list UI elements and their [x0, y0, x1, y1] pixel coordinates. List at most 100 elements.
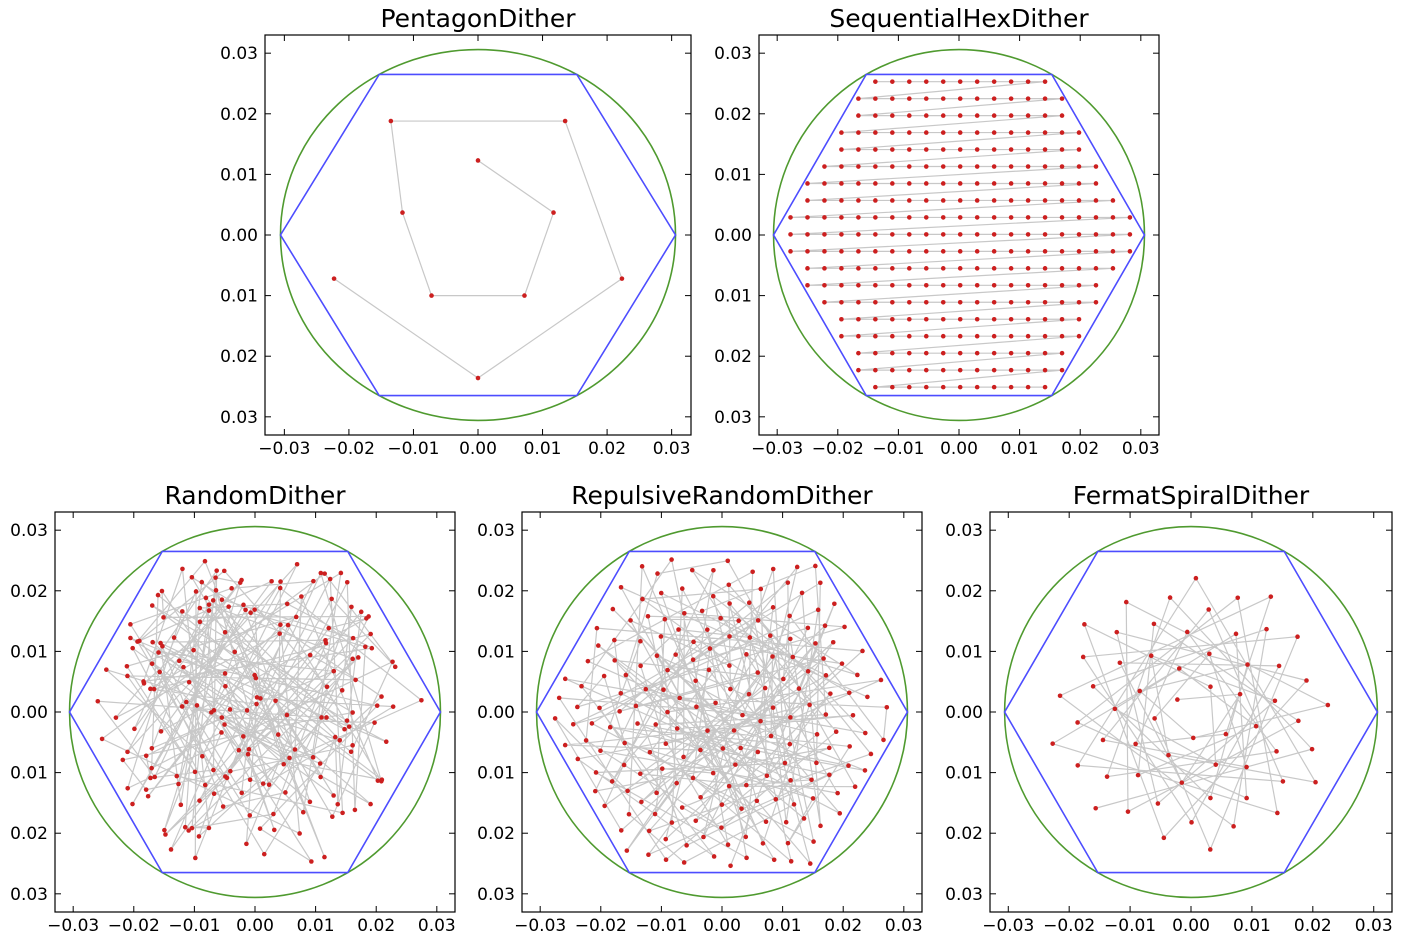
dither-point [740, 712, 745, 718]
dither-point [180, 566, 185, 572]
dither-point [957, 283, 963, 288]
dither-point [1076, 299, 1082, 305]
x-tick-label: 0.03 [1122, 439, 1160, 459]
panel-fermat-spiral-dither: FermatSpiralDither −0.03 0.03 −0.02 0.02 −0.… [945, 481, 1393, 936]
dither-point [148, 775, 153, 781]
dither-point [655, 571, 660, 576]
dither-point [1233, 631, 1239, 637]
dither-point [673, 652, 678, 657]
dither-point [174, 773, 180, 779]
dither-point [1208, 684, 1213, 690]
dither-point [923, 249, 929, 254]
dither-point [736, 618, 741, 624]
dither-point [814, 732, 820, 737]
x-tick-label: −0.01 [872, 439, 924, 459]
dither-point [271, 827, 277, 833]
dither-point [1325, 702, 1331, 708]
x-tick-label: −0.02 [108, 916, 160, 936]
y-tick-label: 0.02 [477, 582, 515, 602]
dither-point [856, 249, 861, 254]
x-tick-label: −0.02 [575, 916, 627, 936]
x-tick-label: 0.02 [357, 916, 395, 936]
dither-point [991, 215, 997, 220]
dither-point [628, 618, 633, 623]
dither-point [258, 696, 263, 701]
y-tick-label: 0.02 [10, 824, 48, 844]
dither-path [554, 558, 888, 867]
dither-point [193, 589, 199, 594]
hexagon-boundary [1003, 550, 1379, 874]
dither-point [1082, 622, 1087, 627]
dither-point [837, 811, 843, 816]
dither-point [625, 788, 630, 794]
dither-point [224, 775, 230, 781]
dither-point [940, 350, 946, 356]
dither-point [794, 564, 800, 570]
y-tick-label: 0.02 [220, 105, 258, 125]
dither-point [125, 673, 130, 679]
dither-point [149, 746, 155, 751]
dither-point [143, 787, 149, 792]
x-tick-label: −0.03 [514, 916, 566, 936]
dither-point [383, 739, 389, 744]
dither-point [940, 266, 946, 271]
dither-point [661, 687, 666, 692]
dither-point [1075, 720, 1080, 725]
dither-point [1025, 164, 1031, 169]
dither-point [1123, 599, 1129, 605]
dither-point [907, 266, 912, 271]
y-tick-label: 0.02 [714, 105, 752, 125]
dither-point [1042, 299, 1048, 305]
dither-point [161, 615, 166, 620]
dither-point [1190, 735, 1196, 741]
dither-point [890, 283, 895, 288]
dither-point [229, 586, 234, 591]
x-tick-label: 0.01 [764, 916, 802, 936]
dither-point [781, 676, 786, 682]
dither-point [1008, 130, 1014, 135]
dither-point [179, 609, 185, 614]
dither-point [873, 198, 878, 203]
dither-point [1025, 130, 1031, 135]
dither-point [846, 690, 852, 696]
dither-point [1152, 716, 1157, 721]
dither-point [338, 570, 344, 576]
dither-point [1237, 691, 1243, 697]
dither-point [873, 299, 878, 305]
dither-point [839, 249, 844, 254]
dither-point [809, 777, 814, 783]
dither-point [168, 847, 174, 852]
dither-point [788, 778, 793, 783]
dither-point [923, 350, 929, 356]
dither-point [974, 350, 980, 356]
dither-point [156, 650, 161, 655]
dither-point [1076, 198, 1082, 203]
x-tick-label: 0.02 [588, 439, 626, 459]
dither-point [822, 215, 827, 220]
dither-point [143, 753, 149, 759]
dither-point [355, 655, 361, 660]
dither-point [873, 316, 878, 322]
dither-point [1093, 232, 1099, 237]
dither-point [243, 607, 248, 613]
dither-point [1166, 752, 1171, 758]
dither-point [206, 825, 212, 831]
dither-point [923, 113, 929, 118]
dither-point [681, 754, 686, 760]
dither-point [292, 747, 298, 752]
dither-point [856, 147, 861, 152]
dither-point [991, 96, 997, 101]
dither-point [811, 839, 816, 844]
dither-point [570, 721, 576, 727]
dither-point [690, 657, 696, 663]
dither-point [923, 283, 929, 288]
dither-point [884, 704, 890, 710]
dither-point [663, 857, 669, 863]
dither-point [788, 859, 794, 864]
dither-point [1127, 215, 1133, 220]
dither-point [277, 585, 283, 591]
dither-point [974, 266, 980, 271]
dither-point [228, 768, 233, 774]
dither-point [1093, 266, 1099, 271]
dither-point [322, 854, 327, 860]
